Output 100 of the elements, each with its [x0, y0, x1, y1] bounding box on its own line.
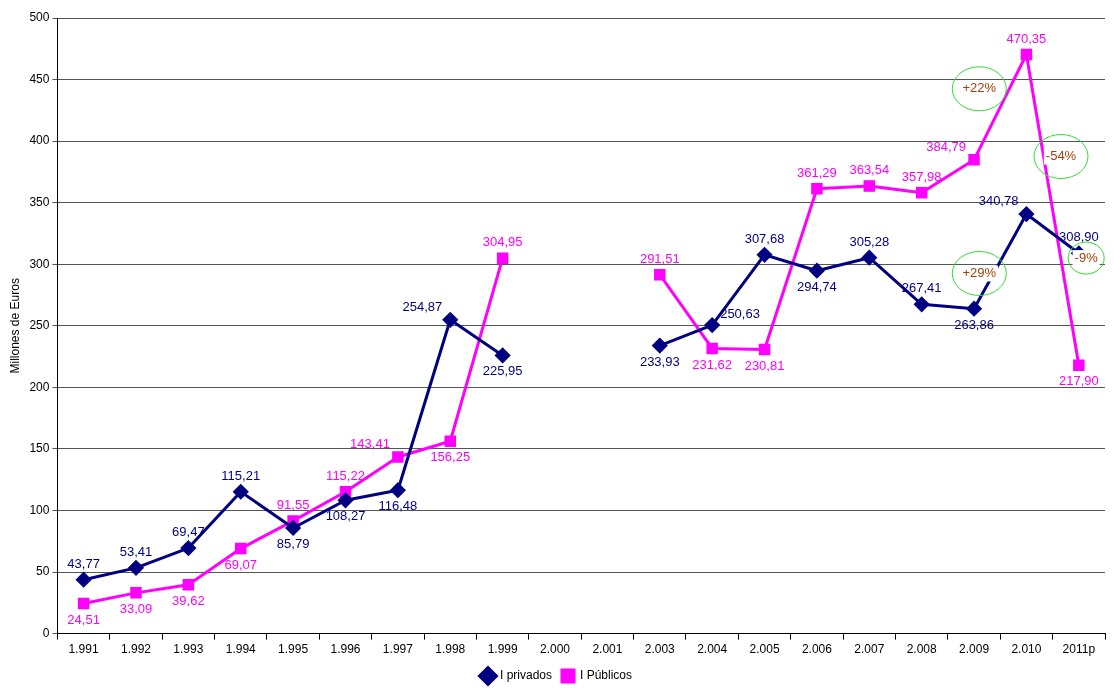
- data-label: 24,51: [67, 611, 100, 627]
- y-tick-label: 250: [29, 318, 50, 333]
- point: [76, 572, 92, 588]
- data-label: 53,41: [119, 543, 153, 559]
- y-tick-label: 400: [29, 133, 50, 148]
- data-label: 307,68: [744, 230, 785, 246]
- point: [914, 296, 930, 312]
- data-label: 108,27: [325, 508, 366, 524]
- point: [809, 263, 825, 279]
- x-tick-label: 1.995: [278, 642, 309, 657]
- data-label: 308,90: [1058, 229, 1099, 245]
- x-tick-label: 2.001: [592, 642, 623, 657]
- point: [1020, 48, 1033, 61]
- data-label: 291,51: [639, 250, 680, 266]
- point: [966, 301, 982, 317]
- annotation: -9%: [1074, 249, 1099, 265]
- point: [495, 347, 511, 363]
- point: [390, 482, 406, 498]
- x-tick-label: 2.003: [644, 642, 676, 657]
- x-tick-label: 2.004: [697, 642, 728, 657]
- x-tick-label: 1.991: [68, 642, 99, 657]
- data-label: 250,63: [720, 306, 760, 322]
- data-label: 115,22: [326, 467, 365, 483]
- y-tick-label: 300: [29, 256, 50, 271]
- y-tick-label: 50: [36, 564, 50, 579]
- x-tick-label: 2.005: [749, 642, 780, 657]
- annotation: +22%: [962, 80, 997, 96]
- data-label: 361,29: [797, 164, 837, 180]
- data-label: 33,09: [119, 600, 153, 616]
- data-label: 230,81: [744, 357, 785, 373]
- data-label: 43,77: [67, 555, 100, 571]
- point: [233, 484, 249, 500]
- x-tick-label: 2.008: [906, 642, 938, 657]
- data-label: 304,95: [482, 234, 523, 250]
- data-label: 384,79: [926, 138, 967, 154]
- point: [442, 312, 458, 328]
- y-axis-title: Millones de Euros: [7, 278, 22, 374]
- x-tick-label: 1.998: [435, 642, 466, 657]
- data-label: 363,54: [849, 162, 890, 178]
- point: [496, 252, 509, 264]
- x-tick-label: 2.000: [540, 642, 571, 657]
- data-label: 156,25: [430, 449, 471, 465]
- x-tick-label: 1.992: [120, 642, 152, 657]
- point: [863, 180, 876, 192]
- point: [758, 343, 771, 356]
- point: [285, 520, 301, 536]
- point: [861, 250, 877, 266]
- data-label: 69,07: [224, 556, 258, 572]
- point: [338, 492, 354, 508]
- point: [1018, 206, 1034, 222]
- point: [182, 579, 195, 591]
- point: [444, 435, 457, 447]
- x-tick-label: 1.994: [225, 642, 257, 657]
- data-label: 470,35: [1006, 30, 1047, 46]
- y-tick-label: 150: [29, 441, 50, 456]
- point: [652, 338, 668, 354]
- x-tick-label: 2.009: [959, 642, 990, 657]
- point: [757, 247, 773, 263]
- y-tick-label: 450: [29, 71, 50, 86]
- point: [704, 317, 720, 333]
- point: [654, 268, 666, 281]
- point: [392, 451, 404, 463]
- data-label: 233,93: [639, 353, 680, 369]
- x-tick-label: 1.996: [330, 642, 361, 657]
- data-label: 143,41: [350, 436, 390, 452]
- x-tick-label: 1.997: [382, 642, 414, 657]
- x-tick-label: 2.007: [854, 642, 885, 657]
- point: [128, 560, 144, 576]
- y-tick-label: 100: [29, 502, 50, 517]
- x-tick-label: 2.010: [1011, 642, 1042, 657]
- point: [915, 187, 928, 199]
- data-label: 91,55: [276, 496, 310, 512]
- point: [235, 542, 247, 555]
- point: [968, 154, 980, 166]
- data-label: 357,98: [901, 168, 942, 184]
- data-label: 305,28: [849, 233, 890, 249]
- data-label: 217,90: [1058, 373, 1099, 389]
- data-label: 115,21: [221, 467, 261, 483]
- point: [180, 540, 196, 556]
- point: [811, 183, 823, 195]
- x-tick-label: 2.006: [801, 642, 833, 657]
- legend-label: I privados: [499, 668, 553, 683]
- y-tick-label: 350: [29, 194, 50, 209]
- y-tick-label: 200: [29, 379, 50, 394]
- y-tick-label: 500: [29, 10, 50, 25]
- x-tick-label: 1.993: [173, 642, 204, 657]
- y-tick-label: 0: [42, 625, 50, 640]
- data-label: 85,79: [276, 536, 310, 552]
- point: [130, 587, 142, 599]
- data-label: 231,62: [692, 356, 733, 372]
- legend-label: I Públicos: [580, 668, 633, 683]
- data-label: 116,48: [378, 498, 418, 514]
- point: [706, 342, 718, 355]
- data-label: 254,87: [402, 298, 443, 314]
- annotation: +29%: [962, 265, 997, 281]
- point: [77, 597, 90, 610]
- point: [1073, 359, 1085, 372]
- data-label: 225,95: [482, 363, 523, 379]
- data-label: 39,62: [172, 592, 205, 608]
- data-label: 294,74: [797, 278, 837, 294]
